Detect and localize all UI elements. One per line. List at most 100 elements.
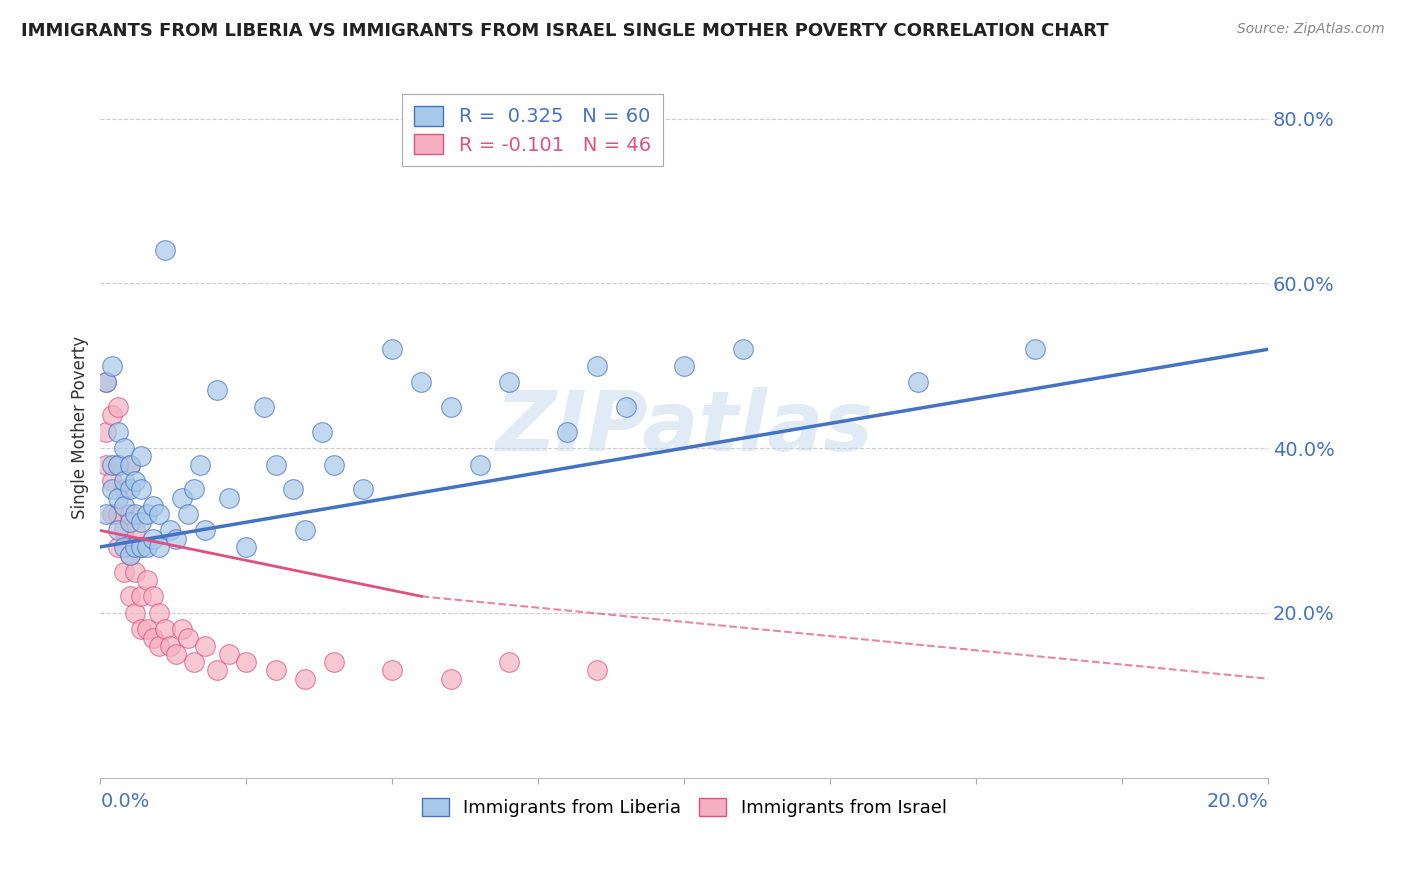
Point — [159, 639, 181, 653]
Point — [218, 647, 240, 661]
Point — [118, 548, 141, 562]
Point — [101, 359, 124, 373]
Point — [440, 672, 463, 686]
Point — [101, 474, 124, 488]
Point — [177, 507, 200, 521]
Point — [124, 540, 146, 554]
Point — [148, 606, 170, 620]
Point — [218, 491, 240, 505]
Point — [118, 590, 141, 604]
Point — [124, 565, 146, 579]
Point — [107, 458, 129, 472]
Point — [1024, 343, 1046, 357]
Point — [673, 359, 696, 373]
Point — [118, 515, 141, 529]
Point — [136, 622, 159, 636]
Point — [153, 622, 176, 636]
Point — [107, 491, 129, 505]
Point — [381, 343, 404, 357]
Point — [194, 524, 217, 538]
Point — [468, 458, 491, 472]
Point — [96, 425, 118, 439]
Point — [183, 483, 205, 497]
Point — [107, 458, 129, 472]
Point — [101, 483, 124, 497]
Point — [112, 540, 135, 554]
Point — [101, 458, 124, 472]
Point — [177, 631, 200, 645]
Point — [148, 540, 170, 554]
Point — [165, 647, 187, 661]
Point — [96, 458, 118, 472]
Point — [153, 244, 176, 258]
Point — [253, 400, 276, 414]
Point — [112, 483, 135, 497]
Point — [129, 515, 152, 529]
Text: 0.0%: 0.0% — [100, 791, 149, 811]
Point — [112, 524, 135, 538]
Point — [614, 400, 637, 414]
Point — [124, 606, 146, 620]
Point — [142, 590, 165, 604]
Point — [124, 524, 146, 538]
Point — [148, 639, 170, 653]
Point — [107, 425, 129, 439]
Text: Source: ZipAtlas.com: Source: ZipAtlas.com — [1237, 22, 1385, 37]
Point — [557, 425, 579, 439]
Point — [124, 507, 146, 521]
Point — [172, 622, 194, 636]
Point — [129, 450, 152, 464]
Point — [129, 622, 152, 636]
Point — [498, 375, 520, 389]
Point — [101, 408, 124, 422]
Point — [194, 639, 217, 653]
Text: ZIPatlas: ZIPatlas — [495, 387, 873, 468]
Point — [498, 655, 520, 669]
Text: IMMIGRANTS FROM LIBERIA VS IMMIGRANTS FROM ISRAEL SINGLE MOTHER POVERTY CORRELAT: IMMIGRANTS FROM LIBERIA VS IMMIGRANTS FR… — [21, 22, 1109, 40]
Point — [112, 474, 135, 488]
Point — [585, 359, 607, 373]
Point — [112, 499, 135, 513]
Point — [136, 540, 159, 554]
Point — [235, 540, 257, 554]
Point — [352, 483, 374, 497]
Point — [281, 483, 304, 497]
Point — [118, 458, 141, 472]
Point — [142, 532, 165, 546]
Point — [165, 532, 187, 546]
Point — [129, 590, 152, 604]
Point — [311, 425, 333, 439]
Point — [118, 548, 141, 562]
Point — [142, 631, 165, 645]
Point — [96, 375, 118, 389]
Point — [411, 375, 433, 389]
Point — [118, 458, 141, 472]
Point — [264, 664, 287, 678]
Point — [129, 540, 152, 554]
Point — [118, 507, 141, 521]
Point — [172, 491, 194, 505]
Point — [322, 655, 344, 669]
Point — [142, 499, 165, 513]
Point — [96, 507, 118, 521]
Point — [183, 655, 205, 669]
Point — [112, 441, 135, 455]
Point — [188, 458, 211, 472]
Point — [907, 375, 929, 389]
Point — [440, 400, 463, 414]
Point — [107, 540, 129, 554]
Point — [107, 524, 129, 538]
Point — [235, 655, 257, 669]
Point — [264, 458, 287, 472]
Point — [107, 400, 129, 414]
Point — [124, 474, 146, 488]
Point — [585, 664, 607, 678]
Point — [118, 483, 141, 497]
Point — [129, 540, 152, 554]
Point — [294, 672, 316, 686]
Point — [731, 343, 754, 357]
Point — [159, 524, 181, 538]
Point — [205, 384, 228, 398]
Point — [129, 483, 152, 497]
Point — [148, 507, 170, 521]
